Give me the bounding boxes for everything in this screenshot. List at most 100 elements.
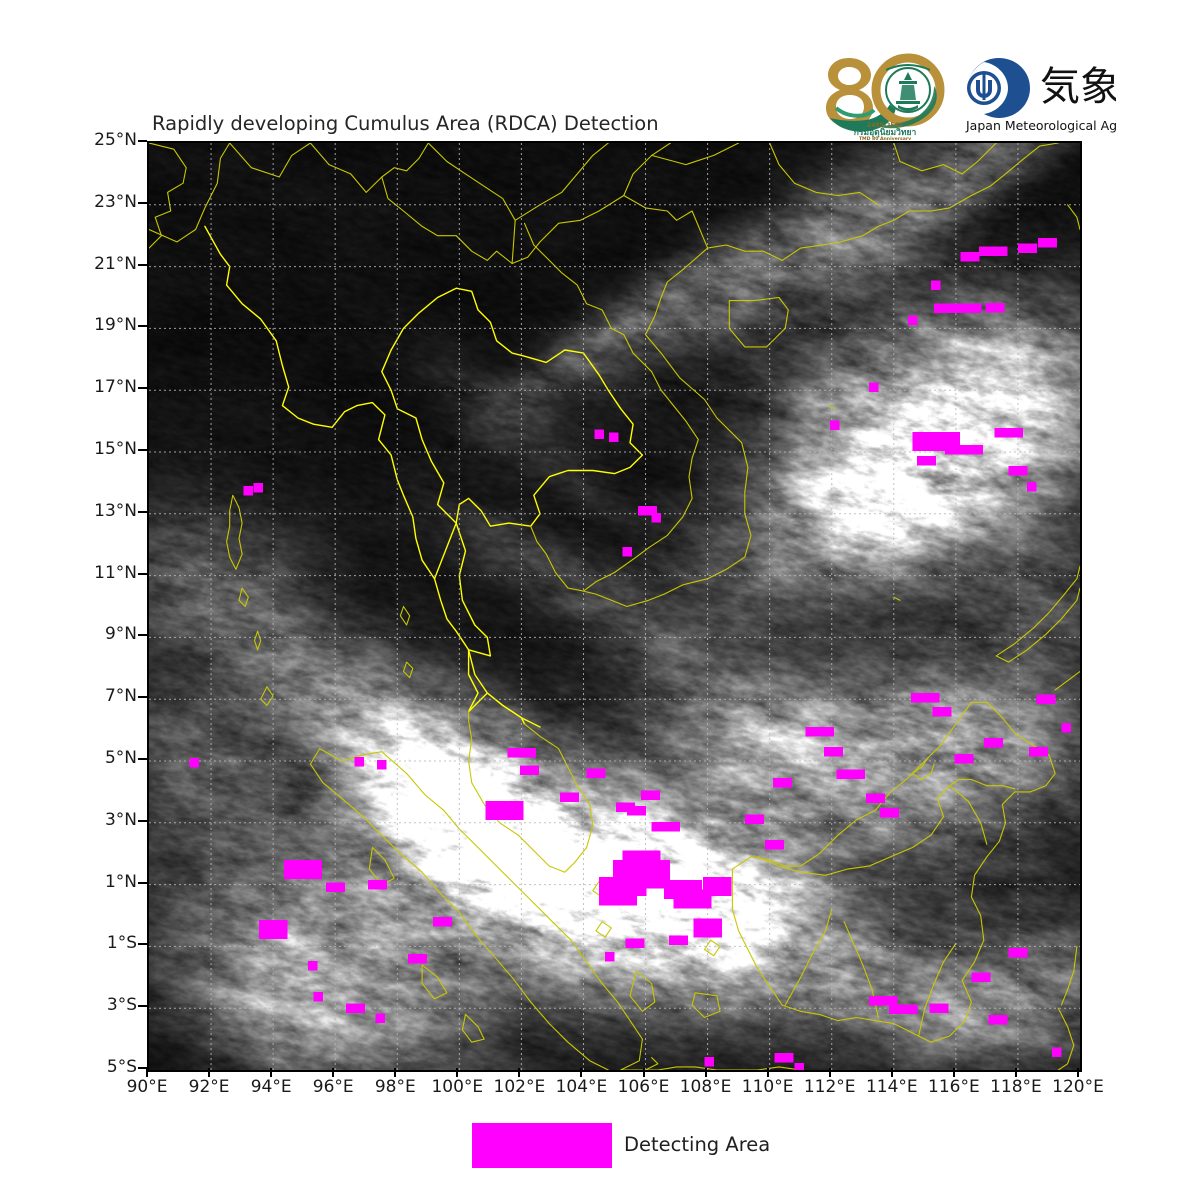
- coastline-overlay: [149, 143, 1080, 1070]
- latitude-tick-mark: [138, 449, 147, 451]
- longitude-tick-label: 104°E: [555, 1077, 608, 1097]
- rdca-detection-cell: [772, 778, 792, 788]
- latitude-tick-mark: [138, 201, 147, 204]
- rdca-detection-cell: [869, 995, 898, 1006]
- longitude-tick-mark: [332, 1068, 335, 1077]
- border-china-provincial-2: [651, 143, 740, 166]
- coast-borneo: [731, 701, 1056, 1043]
- rdca-detection-cell: [560, 792, 580, 803]
- latitude-tick-label: 9°N: [104, 624, 137, 645]
- longitude-tick-label: 106°E: [617, 1077, 670, 1097]
- latitude-tick-label: 3°N: [104, 809, 137, 830]
- coast-belitung-island: [691, 992, 721, 1019]
- rdca-detection-cell: [1008, 465, 1028, 476]
- rdca-detection-cell: [1038, 238, 1058, 248]
- coast-sulawesi-north: [1060, 945, 1078, 1006]
- coast-andaman-islands: [226, 494, 243, 570]
- satellite-map-plot[interactable]: [147, 141, 1082, 1072]
- longitude-tick-label: 94°E: [250, 1077, 292, 1097]
- coast-sulawesi-west: [1057, 1007, 1075, 1070]
- coast-siberut-island: [421, 964, 448, 1000]
- coast-sumatra-west: [309, 748, 609, 1070]
- border-borneo-malaysia-indonesia: [756, 778, 1016, 876]
- rdca-detection-cell: [651, 822, 681, 832]
- rdca-detection-cell: [702, 876, 732, 896]
- rdca-detection-cell: [308, 961, 318, 971]
- border-vietnam-china-north: [511, 194, 709, 265]
- longitude-tick-mark: [208, 1068, 211, 1077]
- latitude-tick-mark: [138, 943, 147, 946]
- border-thailand-myanmar: [381, 349, 457, 580]
- rdca-detection-cell: [929, 1003, 949, 1014]
- rdca-detection-cell: [640, 790, 660, 800]
- tmd-80th-anniversary-logo: 2485-2565 กรมอุตุนิยมวิทยา TMD 80 Annive…: [826, 53, 945, 140]
- rdca-detection-cell: [971, 972, 991, 983]
- longitude-tick-label: 112°E: [803, 1077, 856, 1097]
- latitude-tick-label: 15°N: [94, 439, 137, 459]
- rdca-detection-cell: [313, 992, 323, 1002]
- coast-myanmar-thailand-west: [204, 225, 541, 728]
- latitude-tick-mark: [138, 140, 147, 142]
- rdca-detection-cell: [836, 769, 865, 779]
- coast-sumatra-east: [381, 751, 643, 1070]
- rdca-detection-cell: [346, 1003, 366, 1014]
- coast-spratly-reef: [893, 596, 901, 601]
- tmd-logo-tagline: TMD 80 Anniversary: [859, 136, 911, 140]
- coast-great-nicobar: [260, 686, 274, 706]
- border-brunei: [911, 757, 935, 781]
- coast-bangka-island: [629, 970, 656, 1012]
- rdca-detection-cell: [979, 246, 1008, 256]
- coast-sulu-islands: [1054, 670, 1080, 691]
- latitude-tick-mark: [138, 263, 147, 266]
- latitude-tick-label: 13°N: [94, 500, 137, 521]
- rdca-detection-cells: [189, 238, 1071, 1070]
- longitude-tick-label: 100°E: [431, 1077, 484, 1097]
- rdca-detection-cell: [932, 706, 952, 717]
- rdca-detection-cell: [519, 765, 539, 776]
- rdca-detection-cell: [765, 839, 784, 850]
- longitude-tick-label: 90°E: [126, 1077, 168, 1097]
- longitude-tick-mark: [1077, 1068, 1079, 1077]
- rdca-detection-cell: [243, 486, 254, 496]
- border-kalimantan-prov-3: [784, 908, 833, 1006]
- border-china-provincial-3: [769, 143, 879, 206]
- latitude-tick-label: 25°N: [94, 130, 137, 150]
- rdca-detection-cell: [1008, 947, 1028, 958]
- latitude-tick-mark: [138, 1067, 147, 1069]
- rdca-detection-cell: [994, 428, 1024, 438]
- border-sabah-kalimantan: [949, 785, 988, 845]
- longitude-tick-mark: [518, 1068, 521, 1077]
- coast-taiwan-strait-edge: [1067, 204, 1080, 231]
- longitude-tick-mark: [580, 1068, 583, 1077]
- rdca-detection-cell: [367, 880, 387, 890]
- longitude-tick-mark: [642, 1068, 645, 1077]
- rdca-detection-cell: [889, 1004, 918, 1014]
- coast-nias-island: [368, 846, 395, 886]
- latitude-tick-mark: [138, 1005, 147, 1008]
- rdca-detection-cell: [985, 302, 1005, 313]
- rdca-detection-cell: [869, 382, 879, 392]
- jma-logo-english: Japan Meteorological Agency: [965, 118, 1116, 133]
- longitude-tick-label: 110°E: [741, 1077, 794, 1097]
- rdca-detection-cell: [605, 951, 615, 962]
- coast-malay-peninsula: [468, 711, 594, 873]
- coast-phuket-island: [402, 661, 414, 679]
- longitude-tick-label: 114°E: [865, 1077, 918, 1097]
- rdca-detection-cell: [637, 506, 657, 516]
- longitude-tick-mark: [890, 1068, 893, 1077]
- longitude-tick-mark: [270, 1068, 273, 1077]
- rdca-detection-cell: [1052, 1047, 1062, 1058]
- coast-lingga-island: [595, 921, 612, 938]
- rdca-detection-cell: [824, 747, 843, 757]
- rdca-detection-cell: [934, 303, 982, 314]
- rdca-detection-cell: [931, 280, 941, 290]
- jma-logo-kanji: 気象庁: [1040, 64, 1116, 110]
- latitude-tick-label: 3°S: [106, 995, 137, 1016]
- rdca-detection-cell: [774, 1053, 794, 1063]
- longitude-tick-label: 92°E: [188, 1077, 230, 1097]
- rdca-detection-cell: [626, 805, 646, 816]
- rdca-detection-cell: [622, 547, 632, 557]
- longitude-tick-mark: [146, 1068, 148, 1077]
- legend-label-detecting-area: Detecting Area: [624, 1133, 771, 1156]
- rdca-detection-cell: [1028, 747, 1048, 757]
